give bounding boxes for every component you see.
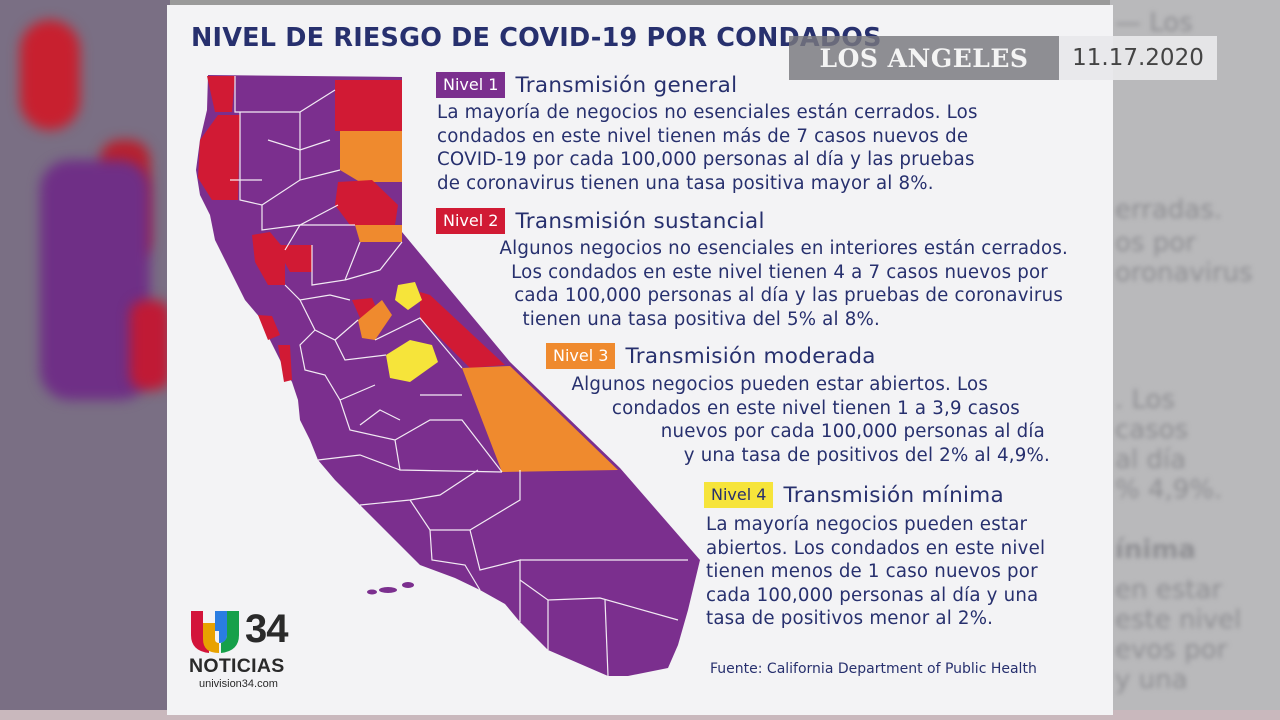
level-4-name: Transmisión mínima: [783, 482, 1004, 508]
univision-u-icon: [191, 611, 239, 653]
background-red-region: [20, 20, 80, 130]
map-island: [379, 587, 397, 593]
source-credit: Fuente: California Department of Public …: [710, 661, 1037, 677]
logo-url: univision34.com: [199, 678, 278, 690]
map-island: [367, 589, 377, 595]
map-red-county: [335, 80, 402, 131]
map-red-county: [258, 315, 280, 340]
level-1-description: La mayoría de negocios no esenciales est…: [437, 102, 978, 194]
map-yellow-county: [386, 340, 438, 382]
location-tag: LOS ANGELES: [789, 36, 1059, 80]
level-1-badge: Nivel 1: [436, 72, 506, 98]
map-red-county: [198, 115, 240, 200]
background-bottom-strip: [0, 710, 1280, 720]
level-4-badge: Nivel 4: [704, 482, 774, 508]
level-3-badge: Nivel 3: [546, 343, 616, 369]
california-county-map: [196, 75, 700, 677]
background-text-blur: [1110, 0, 1280, 720]
level-1-header: Nivel 1 Transmisión general: [436, 72, 737, 98]
level-4-header: Nivel 4 Transmisión mínima: [704, 482, 1004, 508]
card-title: NIVEL DE RIESGO DE COVID-19 POR CONDADOS: [191, 23, 882, 53]
level-3-header: Nivel 3 Transmisión moderada: [546, 343, 876, 369]
map-red-county: [275, 245, 312, 272]
logo-channel-number: 34: [245, 607, 288, 651]
map-red-county: [335, 180, 398, 225]
map-red-county: [278, 345, 292, 382]
background-red-region: [130, 300, 170, 390]
logo-noticias-text: NOTICIAS: [189, 655, 285, 677]
level-1-name: Transmisión general: [515, 72, 738, 98]
level-2-name: Transmisión sustancial: [515, 208, 765, 234]
map-county-borders: [230, 76, 688, 677]
map-red-county: [207, 76, 235, 112]
univision-34-logo: 34 NOTICIAS univision34.com: [189, 607, 288, 690]
map-orange-county: [358, 300, 392, 340]
level-3-description: Algunos negocios pueden estar abiertos. …: [571, 374, 1050, 466]
level-3-name: Transmisión moderada: [625, 343, 876, 369]
map-island: [402, 582, 414, 588]
map-orange-county: [340, 131, 402, 182]
level-2-header: Nivel 2 Transmisión sustancial: [436, 208, 765, 234]
risk-level-card: NIVEL DE RIESGO DE COVID-19 POR CONDADOS: [167, 5, 1113, 715]
map-yellow-county: [395, 282, 422, 310]
level-2-description: Algunos negocios no esenciales en interi…: [499, 238, 1068, 330]
date-tag: 11.17.2020: [1059, 36, 1217, 80]
level-2-badge: Nivel 2: [436, 208, 506, 234]
map-orange-county: [355, 225, 402, 242]
level-4-description: La mayoría negocios pueden estar abierto…: [706, 514, 1046, 629]
map-red-county: [420, 292, 505, 368]
map-orange-county: [462, 366, 618, 472]
